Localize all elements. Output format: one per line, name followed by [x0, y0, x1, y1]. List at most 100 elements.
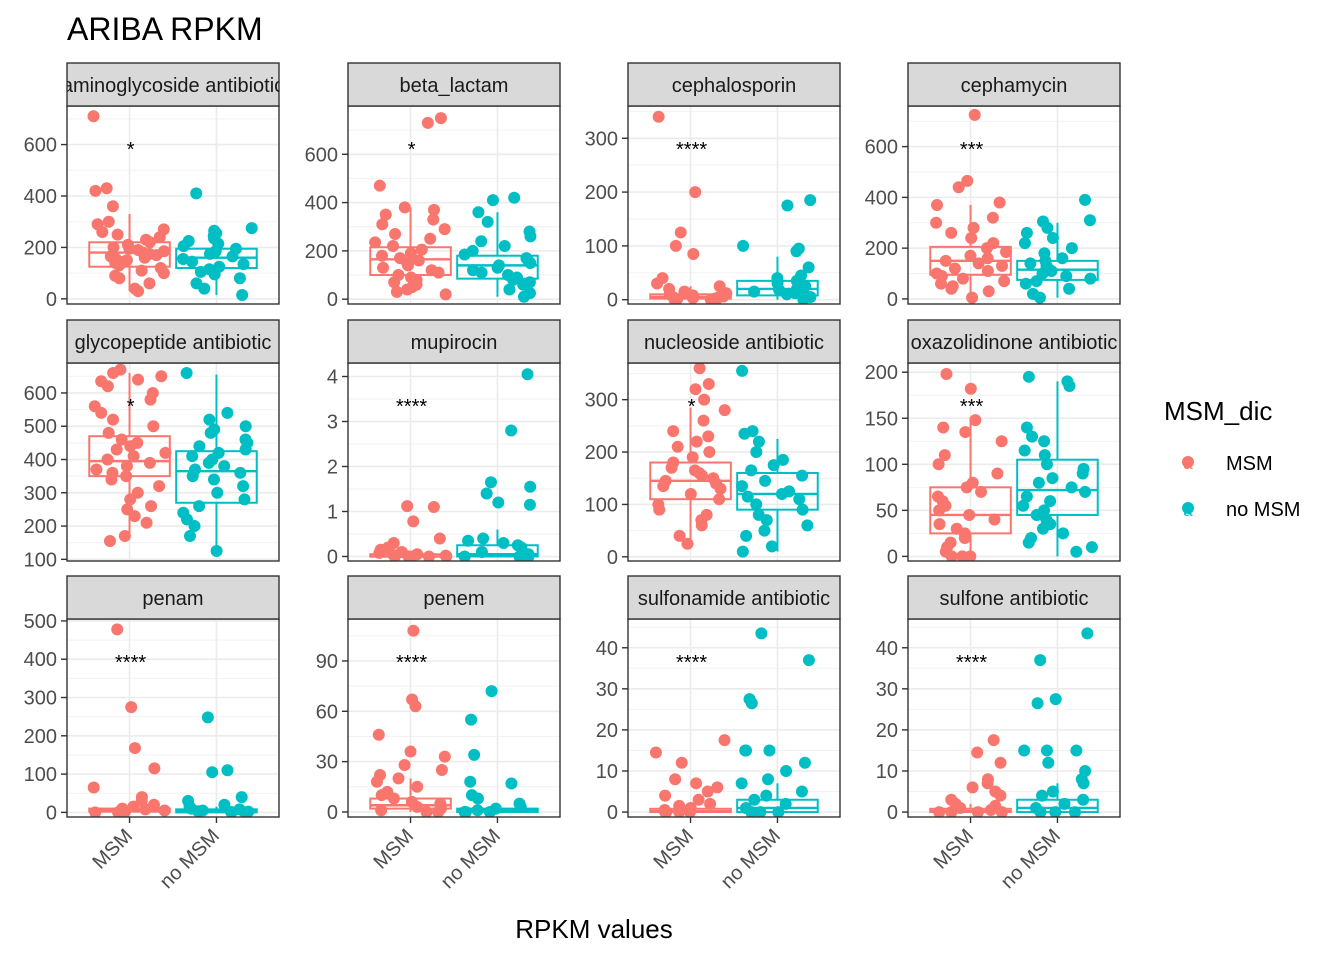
- data-point: [105, 473, 118, 486]
- data-point: [1020, 490, 1033, 503]
- data-point: [714, 482, 727, 495]
- data-point: [211, 486, 224, 499]
- data-point: [776, 453, 789, 466]
- data-point: [781, 199, 794, 212]
- data-point: [415, 243, 428, 256]
- panel-content: [929, 108, 1099, 304]
- data-point: [143, 277, 156, 290]
- data-point: [376, 218, 389, 231]
- data-point: [930, 199, 943, 211]
- data-point: [143, 456, 156, 469]
- facet-strip: [66, 62, 280, 107]
- facet-panel: **** mupirocin 0 1 2 3 4: [327, 319, 561, 569]
- data-point: [221, 406, 234, 419]
- data-point: [1079, 485, 1092, 498]
- data-point: [711, 781, 724, 794]
- data-point: [668, 293, 681, 304]
- data-point: [1018, 444, 1031, 457]
- data-point: [702, 430, 715, 443]
- data-point: [964, 249, 977, 262]
- facet-panel: * beta_lactam 0 200 400 600: [305, 62, 561, 311]
- data-point: [201, 711, 214, 724]
- data-point: [1034, 806, 1047, 817]
- data-point: [718, 404, 731, 417]
- y-tick-label: 40: [596, 638, 618, 660]
- facet-strip-label: oxazolidinone antibiotic: [911, 332, 1118, 354]
- data-point: [687, 292, 700, 304]
- data-point: [398, 201, 411, 214]
- data-point: [1076, 467, 1089, 480]
- data-point: [659, 806, 672, 817]
- data-point: [1077, 793, 1090, 806]
- significance-label: ****: [396, 396, 427, 418]
- data-point: [938, 449, 951, 462]
- data-point: [481, 215, 494, 228]
- data-point: [750, 446, 763, 459]
- data-point: [144, 393, 157, 406]
- data-point: [1026, 430, 1039, 443]
- data-point: [1060, 270, 1073, 283]
- data-point: [649, 746, 662, 759]
- data-point: [422, 550, 435, 561]
- data-point: [491, 261, 504, 274]
- data-point: [475, 546, 488, 558]
- data-point: [737, 239, 750, 252]
- data-point: [738, 427, 751, 440]
- data-point: [158, 804, 171, 817]
- y-tick-label: 40: [876, 638, 898, 660]
- data-point: [759, 474, 772, 487]
- data-point: [517, 278, 530, 291]
- facet-panel: *** cephamycin 0 200 400 600: [865, 62, 1121, 311]
- x-tick-label: MSM: [89, 825, 138, 874]
- data-point: [204, 426, 217, 439]
- y-tick-label: 50: [876, 500, 898, 522]
- data-point: [1020, 226, 1033, 239]
- data-point: [465, 713, 478, 726]
- data-point: [775, 487, 788, 500]
- y-tick-label: 0: [46, 289, 57, 311]
- legend-key-glyph-no-msm: a: [1183, 501, 1193, 520]
- data-point: [1063, 282, 1076, 295]
- data-point: [965, 232, 978, 244]
- y-tick-label: 300: [24, 688, 57, 710]
- data-point: [1031, 697, 1044, 710]
- y-tick-label: 10: [596, 761, 618, 783]
- data-point: [132, 373, 145, 386]
- facet-panel: **** penem 0 30 60 90 MSM no MSM: [316, 575, 561, 893]
- data-point: [101, 380, 114, 393]
- data-point: [198, 282, 211, 295]
- data-point: [485, 685, 498, 698]
- data-point: [968, 108, 981, 121]
- data-point: [671, 440, 684, 453]
- data-point: [188, 520, 201, 533]
- data-point: [236, 289, 249, 301]
- facet-strip-label: cephamycin: [961, 75, 1068, 97]
- data-point: [373, 179, 386, 192]
- data-point: [124, 440, 137, 453]
- data-point: [779, 797, 792, 810]
- y-tick-label: 600: [24, 135, 57, 157]
- data-point: [225, 806, 238, 817]
- significance-label: ****: [956, 652, 987, 674]
- data-point: [695, 519, 708, 532]
- data-point: [370, 775, 383, 788]
- data-point: [984, 804, 997, 817]
- data-point: [772, 806, 785, 817]
- data-point: [411, 800, 424, 813]
- panel-content: [649, 110, 819, 304]
- facet-panel: * glycopeptide antibiotic 100 200 300 400 500 6…: [24, 319, 280, 571]
- x-tick-label: MSM: [650, 825, 699, 874]
- data-point: [180, 366, 193, 379]
- y-tick-label: 30: [876, 679, 898, 701]
- data-point: [468, 748, 481, 761]
- data-point: [754, 806, 767, 817]
- data-point: [202, 456, 215, 469]
- data-point: [945, 226, 958, 239]
- data-point: [932, 458, 945, 471]
- y-tick-label: 20: [596, 720, 618, 742]
- y-tick-label: 0: [607, 547, 618, 569]
- data-point: [802, 654, 815, 667]
- data-point: [667, 425, 680, 438]
- data-point: [1018, 237, 1031, 250]
- data-point: [95, 406, 108, 419]
